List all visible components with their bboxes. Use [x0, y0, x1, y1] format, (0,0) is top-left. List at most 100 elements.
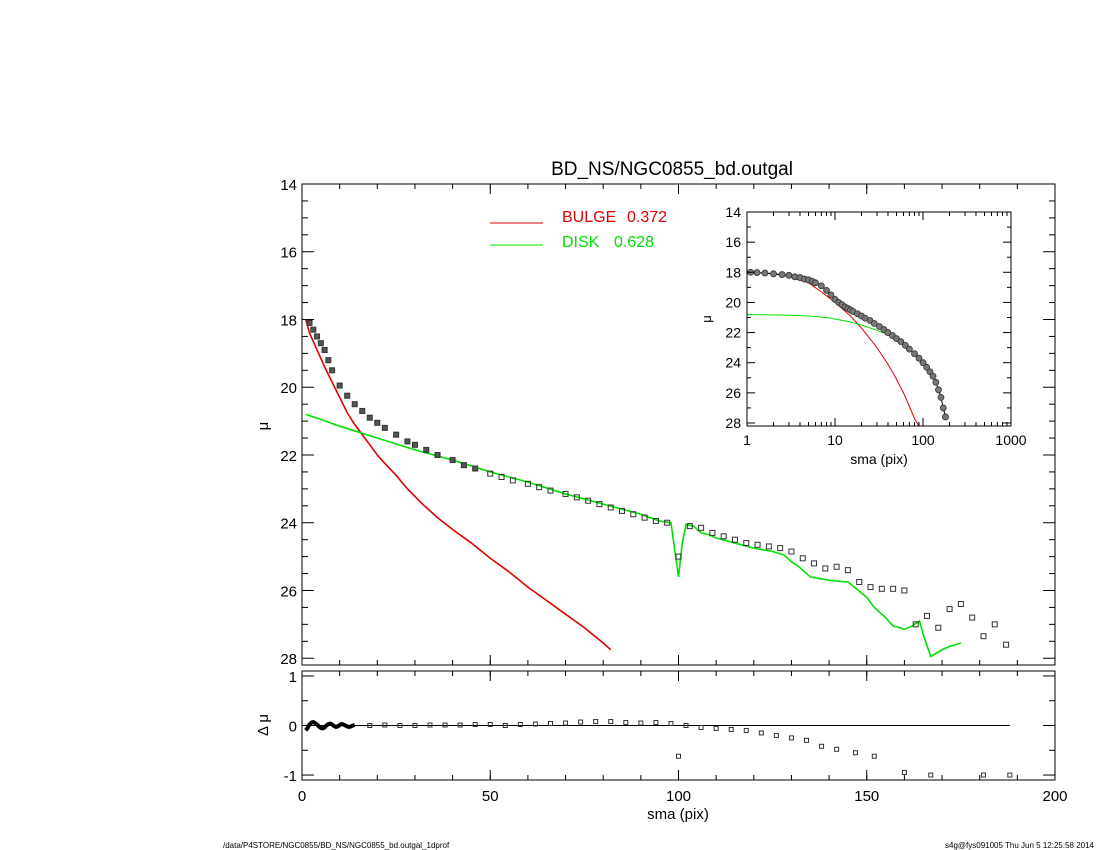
- inset-data-point-45: [942, 413, 949, 421]
- residual-xtick-label-150: 150: [854, 788, 879, 805]
- main-data-point-51: [822, 565, 829, 572]
- main-data-point-59: [912, 621, 919, 628]
- inset-data-point-34: [905, 345, 913, 353]
- inset-ticks: [746, 211, 1012, 426]
- main-ytick-label-16: 16: [280, 245, 297, 262]
- legend-bulge-value: 0.372: [627, 209, 667, 226]
- inset-xtick-labels: 1 10 100 1000: [743, 432, 1027, 448]
- inset-data-point-36: [915, 354, 923, 362]
- residual-data-point-16: [608, 719, 614, 725]
- main-data-point-1: [310, 326, 317, 333]
- residual-data-point-12: [547, 721, 553, 727]
- main-data-point-27: [547, 487, 554, 494]
- main-data-point-43: [731, 536, 738, 543]
- inset-ytick-label-28: 28: [725, 415, 741, 431]
- main-data-point-18: [434, 451, 441, 458]
- legend-disk-value: 0.628: [614, 234, 654, 251]
- inset-data-point-13: [823, 286, 830, 294]
- main-data-point-63: [957, 601, 964, 608]
- main-ytick-label-14: 14: [280, 177, 297, 194]
- residual-data-point-23: [698, 724, 704, 730]
- residual-data-point-18: [638, 720, 644, 726]
- main-data-point-20: [460, 462, 467, 469]
- main-data-point-16: [411, 441, 418, 448]
- main-data-point-53: [844, 567, 851, 574]
- residual-data-point-0: [367, 723, 373, 728]
- main-data-point-32: [607, 504, 614, 511]
- residual-xtick-label-50: 50: [482, 788, 499, 805]
- residual-data-point-26: [743, 727, 749, 733]
- residual-data-point-22: [683, 723, 689, 728]
- main-data-point-4: [321, 346, 328, 353]
- inset-data-point-14: [827, 291, 835, 299]
- inset-ytick-label-20: 20: [725, 294, 741, 310]
- inset-plot-frame: [746, 211, 1012, 427]
- residual-ytick-label-m1: -1: [284, 768, 297, 785]
- main-panel: BD_NS/NGC0855_bd.outgal 14 16 18 20 22 24 26 28…: [255, 159, 1056, 668]
- residual-data-point-38: [1007, 772, 1013, 778]
- residual-ytick-label-1: 1: [289, 669, 297, 686]
- main-ylabel: μ: [255, 422, 272, 431]
- main-data-point-67: [1003, 641, 1010, 648]
- footer-right: s4g@fys091005 Thu Jun 5 12:25:58 2014: [945, 841, 1095, 850]
- inset-ytick-labels: 14 16 18 20 22 24 26 28: [725, 204, 741, 431]
- main-data-point-17: [423, 446, 430, 453]
- main-data-point-9: [351, 401, 358, 408]
- residual-data-point-11: [532, 721, 538, 727]
- residual-xtick-label-100: 100: [666, 788, 691, 805]
- main-data-point-19: [449, 457, 456, 464]
- inset-ytick-label-18: 18: [725, 264, 741, 280]
- residual-ticks: [301, 671, 1056, 780]
- main-data-point-14: [393, 431, 400, 438]
- main-data-point-34: [630, 511, 637, 518]
- residual-data-point-8: [487, 722, 493, 728]
- residual-data-point-33: [852, 750, 858, 756]
- residual-data-point-30: [804, 737, 810, 743]
- main-data-point-2: [314, 333, 321, 340]
- main-data-point-49: [799, 555, 806, 562]
- main-data-point-25: [524, 480, 531, 487]
- residual-xlabel: sma (pix): [647, 806, 709, 823]
- legend-disk-label: DISK: [562, 234, 600, 251]
- main-data-point-57: [890, 585, 897, 592]
- main-data-point-26: [536, 484, 543, 491]
- inset-ytick-label-14: 14: [725, 204, 741, 220]
- main-title: BD_NS/NGC0855_bd.outgal: [551, 159, 793, 180]
- residual-series: [304, 719, 1013, 778]
- main-data-point-7: [336, 382, 343, 389]
- inset-ytick-label-22: 22: [725, 325, 741, 341]
- main-data-point-41: [709, 529, 716, 536]
- inset-data-point-35: [911, 350, 918, 358]
- main-data-point-50: [811, 560, 818, 567]
- main-data-point-56: [878, 585, 885, 592]
- residual-data-point-13: [563, 720, 569, 726]
- residual-data-point-21: [676, 753, 681, 759]
- inset-data-point-37: [919, 359, 927, 367]
- inset-xlabel: sma (pix): [850, 451, 908, 467]
- main-data-point-28: [562, 490, 569, 497]
- inset-xtick-label-100: 100: [911, 432, 935, 448]
- residual-inner-curve: [304, 720, 356, 732]
- main-ytick-label-22: 22: [280, 448, 297, 465]
- residual-data-point-10: [517, 722, 523, 728]
- main-data-point-36: [652, 518, 659, 525]
- residual-data-point-36: [928, 772, 934, 778]
- main-data-point-42: [720, 533, 727, 540]
- main-data-point-48: [788, 548, 795, 555]
- main-data-point-46: [765, 543, 772, 550]
- residual-data-point-28: [773, 732, 779, 738]
- legend: BULGE 0.372 DISK 0.628: [490, 209, 667, 251]
- main-data-point-55: [867, 584, 874, 591]
- residual-data-point-27: [758, 730, 764, 736]
- main-data-point-44: [743, 540, 750, 547]
- main-ytick-label-24: 24: [280, 516, 297, 533]
- main-data-point-8: [344, 392, 351, 399]
- residual-data-point-14: [578, 719, 584, 725]
- residual-data-point-3: [412, 723, 418, 728]
- residual-data-point-2: [397, 723, 403, 728]
- inset-data-point-2: [761, 269, 769, 277]
- inset-data-point-32: [897, 338, 905, 346]
- inset-data-point-44: [939, 404, 947, 412]
- residual-data-point-5: [442, 722, 448, 728]
- main-data-point-21: [472, 465, 479, 472]
